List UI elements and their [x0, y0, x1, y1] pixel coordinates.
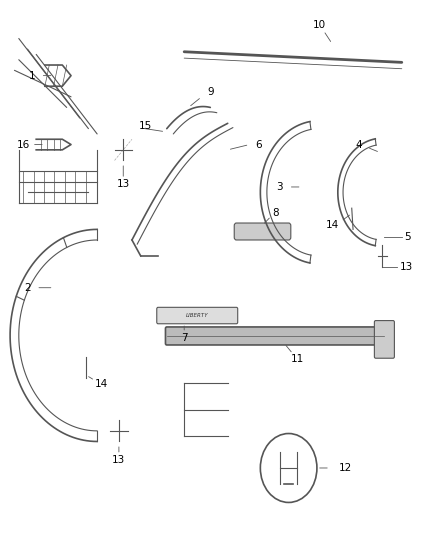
FancyBboxPatch shape	[166, 327, 386, 345]
Text: 13: 13	[112, 455, 126, 465]
Text: 11: 11	[291, 354, 304, 364]
Text: 8: 8	[272, 208, 279, 219]
Text: 10: 10	[313, 20, 326, 30]
Text: 5: 5	[404, 232, 410, 243]
Text: 4: 4	[355, 140, 362, 150]
Text: 1: 1	[28, 70, 35, 80]
Text: 14: 14	[95, 379, 108, 389]
Text: 7: 7	[181, 333, 187, 343]
Text: 15: 15	[138, 121, 152, 131]
Text: 9: 9	[207, 86, 214, 96]
FancyBboxPatch shape	[157, 308, 238, 324]
Text: LIBERTY: LIBERTY	[186, 313, 208, 318]
Text: 13: 13	[399, 262, 413, 271]
Text: 13: 13	[117, 179, 130, 189]
Text: 6: 6	[255, 140, 261, 150]
FancyBboxPatch shape	[234, 223, 291, 240]
FancyBboxPatch shape	[374, 320, 394, 358]
Text: 16: 16	[17, 140, 30, 150]
Text: 3: 3	[277, 182, 283, 192]
Text: 12: 12	[339, 463, 352, 473]
Text: 14: 14	[325, 220, 339, 230]
Text: 2: 2	[24, 282, 31, 293]
